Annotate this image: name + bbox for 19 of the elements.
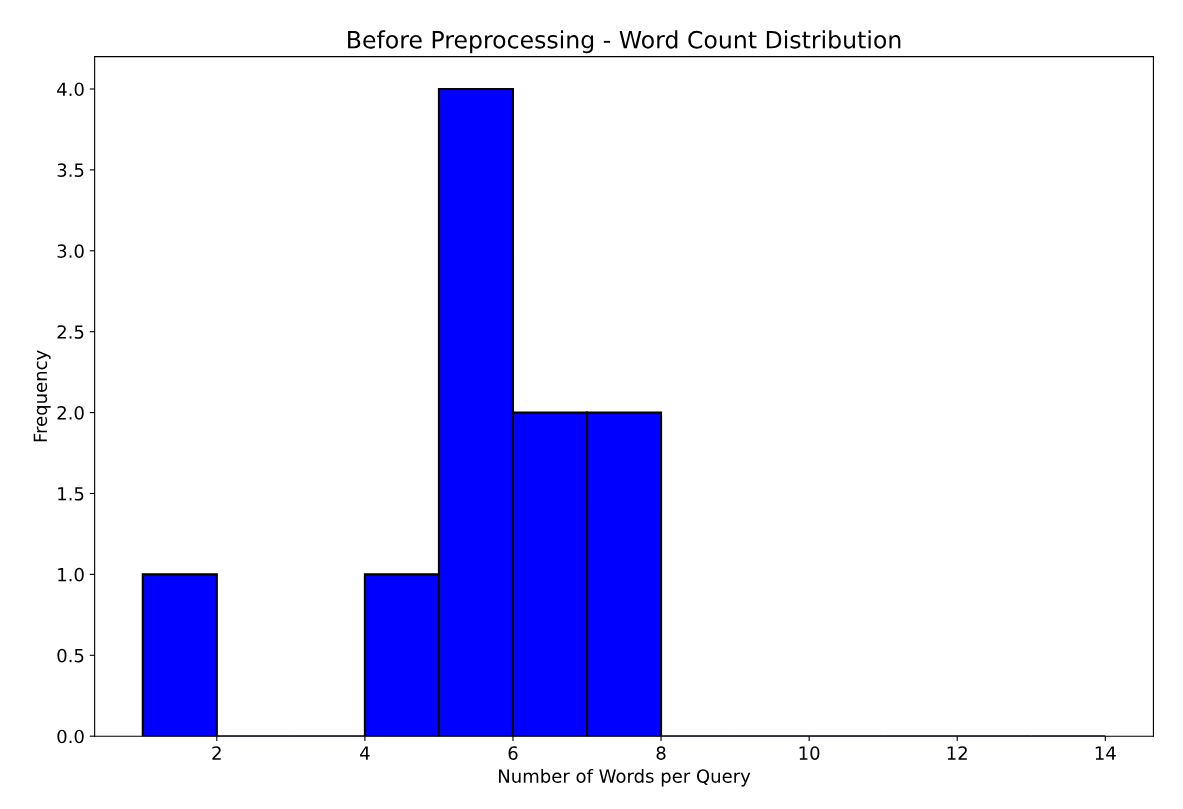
x-tick-label: 8 bbox=[656, 746, 666, 760]
y-tick-label: 0.5 bbox=[57, 648, 84, 663]
y-tick-label: 2.5 bbox=[57, 325, 84, 339]
chart-title: Before Preprocessing - Word Count Distribution bbox=[348, 30, 901, 54]
y-tick-label: 0.0 bbox=[57, 729, 84, 744]
x-tick-label: 4 bbox=[360, 746, 370, 760]
y-tick-label: 1.0 bbox=[58, 567, 84, 582]
y-tick-label: 4.0 bbox=[57, 82, 84, 97]
x-tick-label: 6 bbox=[508, 746, 518, 760]
x-tick-label: 12 bbox=[947, 746, 967, 760]
x-tick-label: 2 bbox=[212, 746, 221, 760]
x-tick-label: 14 bbox=[1095, 746, 1116, 760]
x-tick-label: 10 bbox=[799, 746, 820, 760]
y-tick-label: 3.0 bbox=[57, 244, 84, 258]
y-tick-label: 2.0 bbox=[57, 406, 84, 420]
y-tick-label: 3.5 bbox=[57, 163, 84, 178]
y-tick-label: 1.5 bbox=[58, 487, 84, 501]
x-axis-title: Number of Words per Query bbox=[499, 768, 751, 787]
y-axis-title: Frequency bbox=[33, 350, 51, 442]
